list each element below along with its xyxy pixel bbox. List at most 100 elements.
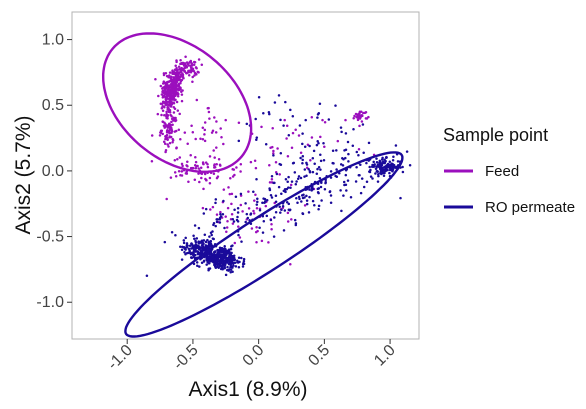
data-point <box>317 111 321 115</box>
data-point <box>226 265 229 269</box>
y-tick-label: 0.5 <box>42 97 64 114</box>
data-point <box>241 210 244 213</box>
data-point <box>217 266 220 270</box>
data-point <box>160 106 164 110</box>
data-point <box>269 218 273 222</box>
data-point <box>224 215 227 218</box>
data-point <box>271 127 274 130</box>
data-point <box>229 262 233 266</box>
data-point <box>161 89 165 93</box>
data-point <box>267 111 271 114</box>
data-point <box>272 181 275 185</box>
data-point <box>212 256 215 260</box>
data-point <box>276 147 279 150</box>
data-point <box>230 256 234 260</box>
data-point <box>296 201 299 205</box>
data-point <box>197 58 201 61</box>
data-point <box>175 146 178 149</box>
data-point <box>229 268 233 272</box>
data-point <box>253 159 257 162</box>
data-point <box>163 85 166 89</box>
data-point <box>214 254 217 257</box>
data-point <box>166 143 169 146</box>
data-point <box>193 178 197 182</box>
data-point <box>267 241 270 244</box>
data-point <box>249 160 253 164</box>
data-point <box>165 197 168 201</box>
data-point <box>274 161 278 164</box>
data-point <box>209 251 213 255</box>
data-point <box>339 189 342 192</box>
data-point <box>305 194 308 198</box>
data-point <box>180 248 184 251</box>
data-point <box>197 167 200 170</box>
data-point <box>313 203 316 207</box>
data-point <box>177 82 181 86</box>
data-point <box>255 138 258 142</box>
data-point <box>270 174 274 178</box>
data-point <box>367 141 371 145</box>
x-tick-label: 0.5 <box>305 342 333 370</box>
data-point <box>294 183 298 186</box>
data-point <box>287 133 291 137</box>
data-point <box>239 203 243 207</box>
data-point <box>272 154 275 157</box>
data-point <box>208 117 211 120</box>
data-point <box>362 151 365 155</box>
data-point <box>168 71 172 74</box>
data-point <box>388 171 391 175</box>
data-point <box>405 150 409 153</box>
data-point <box>222 142 225 146</box>
data-point <box>173 83 176 86</box>
data-point <box>205 263 208 266</box>
data-point <box>163 125 167 128</box>
data-point <box>175 68 179 72</box>
data-point <box>301 158 304 162</box>
data-point <box>299 151 303 155</box>
data-point <box>195 237 199 240</box>
data-point <box>242 259 246 263</box>
data-point <box>220 266 224 269</box>
data-point <box>298 197 301 201</box>
data-point <box>285 200 289 204</box>
data-point <box>290 218 293 221</box>
data-point <box>385 164 388 168</box>
data-point <box>195 98 199 102</box>
data-point <box>307 168 310 171</box>
data-point <box>182 241 186 245</box>
data-point <box>237 233 240 237</box>
data-point <box>385 166 388 170</box>
data-point <box>368 170 371 173</box>
data-point <box>219 215 223 218</box>
data-point <box>200 261 204 264</box>
data-point <box>340 130 343 134</box>
data-point <box>156 112 160 116</box>
data-point <box>187 73 191 77</box>
data-point <box>185 71 188 75</box>
data-point <box>291 115 295 118</box>
data-point <box>297 195 301 199</box>
data-point <box>301 212 304 215</box>
data-point <box>173 171 177 174</box>
data-point <box>188 244 192 248</box>
data-point <box>215 163 218 166</box>
data-point <box>231 244 234 247</box>
data-point <box>305 199 309 202</box>
data-point <box>304 118 307 122</box>
data-point <box>237 265 241 269</box>
y-tick-label: 0.0 <box>42 163 64 180</box>
data-point <box>219 127 222 130</box>
x-axis: -1.0 -0.5 0.0 0.5 1.0 <box>105 339 399 373</box>
data-point <box>206 238 209 242</box>
data-point <box>301 196 305 200</box>
data-point <box>222 254 225 257</box>
data-point <box>203 128 207 132</box>
data-point <box>212 221 216 225</box>
data-point <box>254 230 258 234</box>
data-point <box>169 100 173 104</box>
data-point <box>179 73 183 76</box>
data-point <box>272 235 276 238</box>
data-point <box>161 87 164 90</box>
data-point <box>213 116 216 119</box>
data-point <box>150 134 154 137</box>
